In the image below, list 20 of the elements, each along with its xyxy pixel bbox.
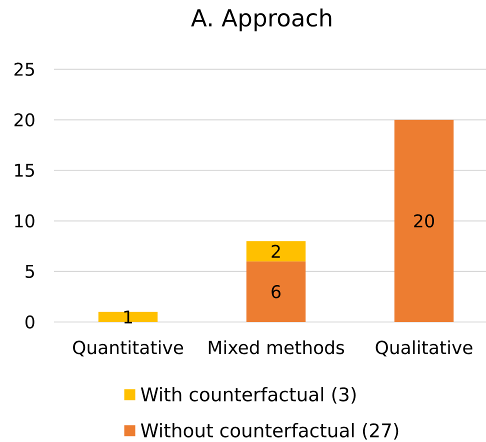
chart-title: A. Approach <box>191 8 332 32</box>
data-label: 6 <box>272 285 280 298</box>
bar <box>246 261 306 322</box>
y-tick-label: 10 <box>15 214 34 228</box>
x-tick-label: Qualitative <box>376 340 472 356</box>
bar <box>98 312 158 322</box>
y-tick-label: 15 <box>15 164 34 177</box>
y-tick-label: 25 <box>14 62 34 76</box>
bar <box>246 241 306 262</box>
legend-label: Without counterfactual (27) <box>140 423 398 440</box>
y-tick-label: 5 <box>26 264 34 278</box>
y-tick-label: 20 <box>14 113 34 126</box>
x-tick-label: Quantitative <box>73 340 184 356</box>
data-label: 20 <box>414 214 434 228</box>
bar <box>394 120 454 322</box>
data-label: 2 <box>272 244 280 258</box>
y-tick-label: 0 <box>26 315 34 329</box>
x-tick-label: Mixed methods <box>208 340 344 354</box>
data-label: 1 <box>124 310 132 324</box>
legend-label: With counterfactual (3) <box>140 387 356 404</box>
